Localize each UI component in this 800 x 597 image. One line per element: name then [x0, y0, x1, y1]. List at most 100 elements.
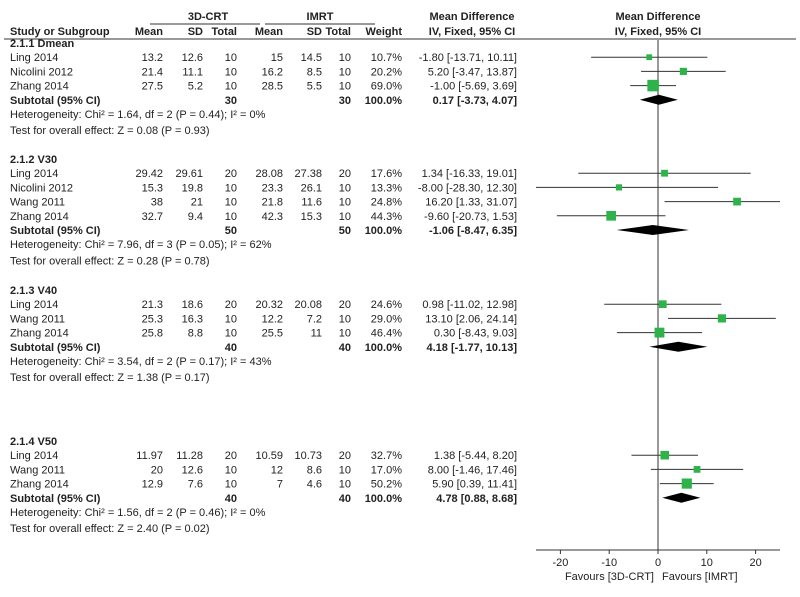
- study-ci-label: 0.30 [-8.43, 9.03]: [434, 328, 517, 340]
- total-imrt: 10: [339, 66, 351, 78]
- subtotal-ci-label: 4.18 [-1.77, 10.13]: [426, 342, 517, 354]
- heterogeneity-text: Heterogeneity: Chi² = 7.96, df = 3 (P = …: [10, 239, 272, 251]
- study-marker: [660, 450, 670, 460]
- study-name: Ling 2014: [10, 168, 58, 180]
- study-weight: 50.2%: [371, 479, 402, 491]
- favours-right: Favours [IMRT]: [662, 571, 738, 583]
- study-weight: 17.6%: [371, 168, 402, 180]
- subtotal-total-imrt: 40: [339, 493, 351, 505]
- sd-imrt: 20.08: [294, 299, 322, 311]
- heterogeneity-text: Heterogeneity: Chi² = 3.54, df = 2 (P = …: [10, 356, 272, 368]
- total-imrt: 10: [339, 464, 351, 476]
- mean-3dcrt: 13.2: [142, 52, 163, 64]
- subtotal-total-3dcrt: 40: [225, 493, 237, 505]
- subtotal-total-3dcrt: 40: [225, 342, 237, 354]
- sd-3dcrt: 5.2: [188, 81, 203, 93]
- overall-effect-text: Test for overall effect: Z = 0.28 (P = 0…: [10, 255, 210, 267]
- sd-imrt: 4.6: [307, 479, 322, 491]
- subtotal-ci-label: 4.78 [0.88, 8.68]: [436, 493, 517, 505]
- study-marker: [693, 466, 701, 473]
- sd-imrt: 11: [311, 328, 322, 340]
- subtotal-total-imrt: 50: [339, 225, 351, 237]
- study-name: Ling 2014: [10, 450, 58, 462]
- study-name: Zhang 2014: [10, 479, 69, 491]
- study-name: Zhang 2014: [10, 328, 69, 340]
- study-weight: 24.8%: [371, 197, 402, 209]
- total-imrt: 20: [339, 450, 351, 462]
- subgroup-title: 2.1.3 V40: [10, 285, 57, 297]
- mean-imrt: 7: [277, 479, 283, 491]
- mean-3dcrt: 29.42: [135, 168, 163, 180]
- header-method: IV, Fixed, 95% CI: [429, 26, 515, 38]
- header-plot-method: IV, Fixed, 95% CI: [615, 26, 701, 38]
- subtotal-weight: 100.0%: [365, 95, 403, 107]
- x-tick-label: 10: [701, 557, 713, 569]
- mean-imrt: 25.5: [262, 328, 283, 340]
- subtotal-diamond: [649, 341, 708, 352]
- study-name: Zhang 2014: [10, 81, 69, 93]
- sd-imrt: 14.5: [301, 52, 322, 64]
- total-imrt: 10: [339, 479, 351, 491]
- sd-imrt: 7.2: [307, 313, 322, 325]
- mean-imrt: 10.59: [255, 450, 283, 462]
- study-name: Ling 2014: [10, 299, 58, 311]
- header-mean-difference: Mean Difference: [430, 11, 515, 23]
- header-plot-title: Mean Difference: [616, 11, 701, 23]
- mean-3dcrt: 38: [151, 197, 163, 209]
- total-3dcrt: 20: [225, 450, 237, 462]
- study-weight: 32.7%: [371, 450, 402, 462]
- header-weight: Weight: [366, 26, 403, 38]
- heterogeneity-text: Heterogeneity: Chi² = 1.64, df = 2 (P = …: [10, 109, 266, 121]
- sd-imrt: 10.73: [294, 450, 322, 462]
- mean-3dcrt: 11.97: [136, 450, 163, 462]
- total-3dcrt: 10: [225, 479, 237, 491]
- sd-imrt: 8.6: [307, 464, 322, 476]
- study-weight: 24.6%: [371, 299, 402, 311]
- mean-imrt: 20.32: [255, 299, 283, 311]
- study-marker: [615, 184, 623, 191]
- mean-imrt: 12.2: [262, 313, 283, 325]
- total-imrt: 20: [339, 168, 351, 180]
- total-3dcrt: 10: [225, 81, 237, 93]
- sd-3dcrt: 8.8: [188, 328, 203, 340]
- subtotal-diamond: [662, 492, 701, 503]
- subtotal-total-imrt: 30: [339, 95, 351, 107]
- study-weight: 10.7%: [371, 52, 402, 64]
- total-imrt: 10: [339, 328, 351, 340]
- study-marker: [647, 79, 659, 92]
- header-3dcrt: 3D-CRT: [188, 11, 229, 23]
- sd-3dcrt: 12.6: [182, 52, 203, 64]
- x-tick-label: -20: [552, 557, 568, 569]
- study-name: Wang 2011: [10, 464, 65, 476]
- study-ci-label: 16.20 [1.33, 31.07]: [425, 197, 517, 209]
- subtotal-diamond: [616, 225, 689, 235]
- subtotal-ci-label: 0.17 [-3.73, 4.07]: [433, 95, 518, 107]
- study-ci-label: -8.00 [-28.30, 12.30]: [418, 182, 517, 194]
- total-3dcrt: 10: [225, 328, 237, 340]
- study-ci-label: 1.38 [-5.44, 8.20]: [434, 450, 517, 462]
- total-3dcrt: 10: [225, 197, 237, 209]
- study-ci-label: 8.00 [-1.46, 17.46]: [428, 464, 517, 476]
- study-ci-label: 0.98 [-11.02, 12.98]: [422, 299, 517, 311]
- subtotal-label: Subtotal (95% CI): [10, 493, 101, 505]
- mean-3dcrt: 25.3: [142, 313, 163, 325]
- mean-3dcrt: 21.4: [142, 66, 163, 78]
- study-marker: [606, 210, 616, 221]
- mean-3dcrt: 15.3: [142, 182, 163, 194]
- overall-effect-text: Test for overall effect: Z = 1.38 (P = 0…: [10, 372, 210, 384]
- study-marker: [661, 169, 668, 177]
- total-imrt: 10: [339, 52, 351, 64]
- subtotal-total-imrt: 40: [339, 342, 351, 354]
- mean-imrt: 12: [271, 464, 283, 476]
- x-tick-label: -10: [601, 557, 617, 569]
- study-weight: 69.0%: [371, 81, 402, 93]
- subtotal-total-3dcrt: 30: [225, 95, 237, 107]
- header-mean-imrt: Mean: [255, 26, 283, 38]
- x-tick-label: 20: [749, 557, 761, 569]
- mean-imrt: 23.3: [262, 182, 283, 194]
- total-imrt: 20: [339, 299, 351, 311]
- study-marker: [679, 67, 687, 75]
- study-ci-label: -9.60 [-20.73, 1.53]: [424, 211, 517, 223]
- header-imrt: IMRT: [307, 11, 334, 23]
